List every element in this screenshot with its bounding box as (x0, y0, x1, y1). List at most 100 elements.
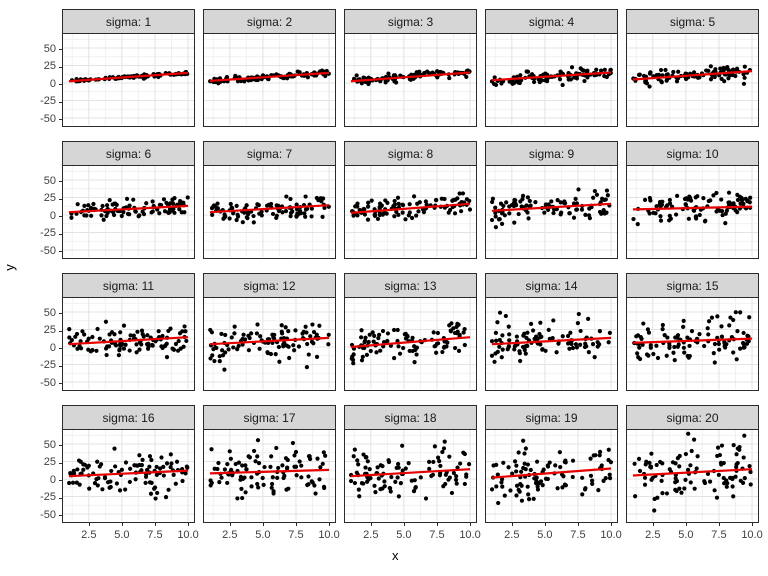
x-tick-label: 5.0 (537, 529, 553, 541)
plot-panel (344, 298, 477, 391)
facet-strip-label: sigma: 15 (626, 273, 759, 298)
facet-strip-label: sigma: 20 (626, 405, 759, 430)
x-tick-mark (154, 523, 156, 526)
x-tick-label: 7.5 (429, 529, 445, 541)
y-tick-label: 50 (43, 42, 56, 55)
x-tick-label: 5.0 (255, 529, 271, 541)
x-tick-mark (370, 523, 372, 526)
facet-strip-label: sigma: 1 (62, 9, 195, 34)
facet-panel-sigma-10: sigma: 10 (626, 141, 759, 259)
x-tick-mark (329, 523, 331, 526)
y-tick-mark (59, 313, 62, 314)
facet-strip-label: sigma: 9 (485, 141, 618, 166)
y-tick-label: -25 (40, 95, 56, 107)
plot-panel (485, 166, 618, 259)
y-tick-mark (59, 348, 62, 349)
plot-panel (626, 166, 759, 259)
x-tick-mark (718, 523, 720, 526)
facet-panel-sigma-1: sigma: 1 (62, 9, 195, 127)
facet-strip-label: sigma: 6 (62, 141, 195, 166)
plot-panel (344, 166, 477, 259)
plot-panel (203, 298, 336, 391)
y-tick-mark (59, 66, 62, 68)
x-tick-mark (577, 523, 579, 526)
y-tick-label: -50 (40, 508, 56, 521)
y-tick-label: 25 (43, 192, 56, 204)
facet-panel-sigma-9: sigma: 9 (485, 141, 618, 259)
facet-strip-label: sigma: 18 (344, 405, 477, 430)
y-tick-label: -50 (40, 112, 56, 125)
facet-strip-label: sigma: 16 (62, 405, 195, 430)
y-tick-mark (59, 251, 62, 252)
facet-panel-sigma-5: sigma: 5 (626, 9, 759, 127)
plot-panel (62, 34, 195, 127)
y-tick-mark (59, 101, 62, 103)
facet-strip-label: sigma: 17 (203, 405, 336, 430)
x-tick-label: 7.5 (711, 529, 727, 541)
plot-panel (344, 430, 477, 523)
plot-panel (626, 298, 759, 391)
facet-panel-sigma-4: sigma: 4 (485, 9, 618, 127)
facet-strip-label: sigma: 4 (485, 9, 618, 34)
x-tick-mark (685, 523, 687, 526)
x-tick-label: 5.0 (114, 529, 130, 541)
facet-strip-label: sigma: 2 (203, 9, 336, 34)
plot-panel (203, 430, 336, 523)
facet-strip-label: sigma: 8 (344, 141, 477, 166)
x-tick-label: 2.5 (504, 529, 520, 541)
x-tick-mark (611, 523, 613, 526)
x-tick-label: 5.0 (396, 529, 412, 541)
y-tick-label: -50 (40, 244, 56, 257)
y-tick-label: 0 (49, 473, 56, 486)
x-tick-mark (121, 523, 123, 526)
y-tick-label: 0 (49, 77, 56, 90)
x-tick-label: 10.0 (600, 529, 622, 541)
x-tick-label: 2.5 (81, 529, 97, 541)
plot-panel (344, 34, 477, 127)
y-tick-mark (59, 365, 62, 367)
plot-panel (626, 34, 759, 127)
x-tick-label: 5.0 (678, 529, 694, 541)
x-tick-mark (262, 523, 264, 526)
facet-panel-sigma-2: sigma: 2 (203, 9, 336, 127)
x-tick-mark (403, 523, 405, 526)
plot-panel (626, 430, 759, 523)
x-tick-mark (511, 523, 513, 526)
y-tick-label: 50 (43, 306, 56, 319)
x-tick-label: 10.0 (741, 529, 763, 541)
facet-panel-sigma-17: sigma: 17 (203, 405, 336, 523)
facet-panel-sigma-14: sigma: 14 (485, 273, 618, 391)
y-tick-label: 0 (49, 341, 56, 354)
y-tick-mark (59, 330, 62, 332)
plot-panel (203, 166, 336, 259)
x-tick-label: 2.5 (222, 529, 238, 541)
facet-panel-sigma-16: sigma: 16 (62, 405, 195, 523)
facet-panel-sigma-7: sigma: 7 (203, 141, 336, 259)
facet-strip-label: sigma: 13 (344, 273, 477, 298)
x-tick-mark (88, 523, 90, 526)
y-tick-mark (59, 497, 62, 499)
y-tick-label: 0 (49, 209, 56, 222)
x-tick-mark (295, 523, 297, 526)
y-tick-mark (59, 49, 62, 50)
y-tick-mark (59, 216, 62, 217)
y-tick-label: -25 (40, 227, 56, 239)
facet-strip-label: sigma: 14 (485, 273, 618, 298)
y-tick-label: 50 (43, 174, 56, 187)
y-tick-mark (59, 233, 62, 235)
y-tick-mark (59, 445, 62, 446)
x-tick-label: 10.0 (318, 529, 340, 541)
plot-panel (62, 166, 195, 259)
y-tick-label: 25 (43, 456, 56, 468)
facet-panel-sigma-15: sigma: 15 (626, 273, 759, 391)
x-tick-label: 10.0 (459, 529, 481, 541)
x-tick-mark (652, 523, 654, 526)
y-tick-mark (59, 119, 62, 120)
facet-strip-label: sigma: 10 (626, 141, 759, 166)
y-tick-label: 25 (43, 60, 56, 72)
facet-panel-sigma-18: sigma: 18 (344, 405, 477, 523)
x-tick-label: 7.5 (147, 529, 163, 541)
x-axis-title: x (392, 548, 399, 563)
facet-strip-label: sigma: 19 (485, 405, 618, 430)
facet-panel-sigma-12: sigma: 12 (203, 273, 336, 391)
